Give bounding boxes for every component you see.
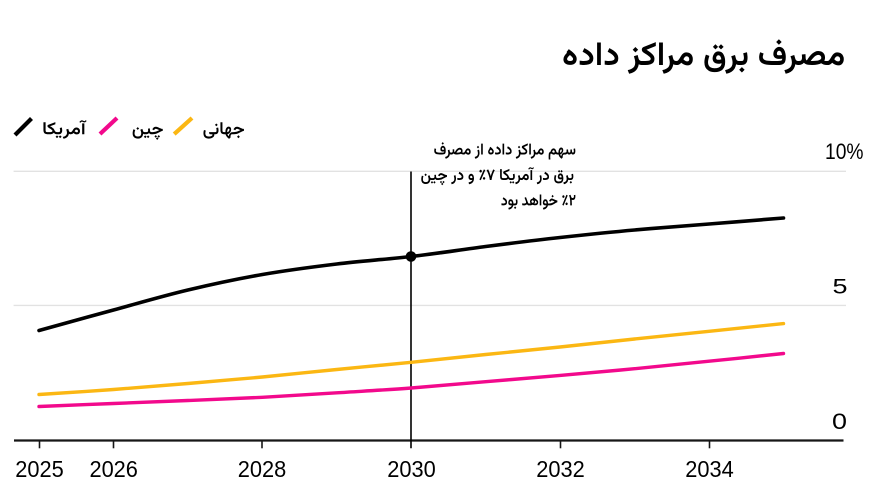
- svg-text:2030: 2030: [387, 456, 436, 482]
- svg-text:5: 5: [833, 274, 848, 298]
- svg-text:2028: 2028: [238, 456, 287, 482]
- svg-text:2034: 2034: [685, 456, 734, 482]
- svg-text:2025: 2025: [15, 456, 64, 482]
- svg-text:10%: 10%: [825, 139, 864, 164]
- svg-text:0: 0: [832, 409, 847, 434]
- svg-text:2032: 2032: [536, 456, 585, 482]
- svg-text:2026: 2026: [89, 456, 138, 482]
